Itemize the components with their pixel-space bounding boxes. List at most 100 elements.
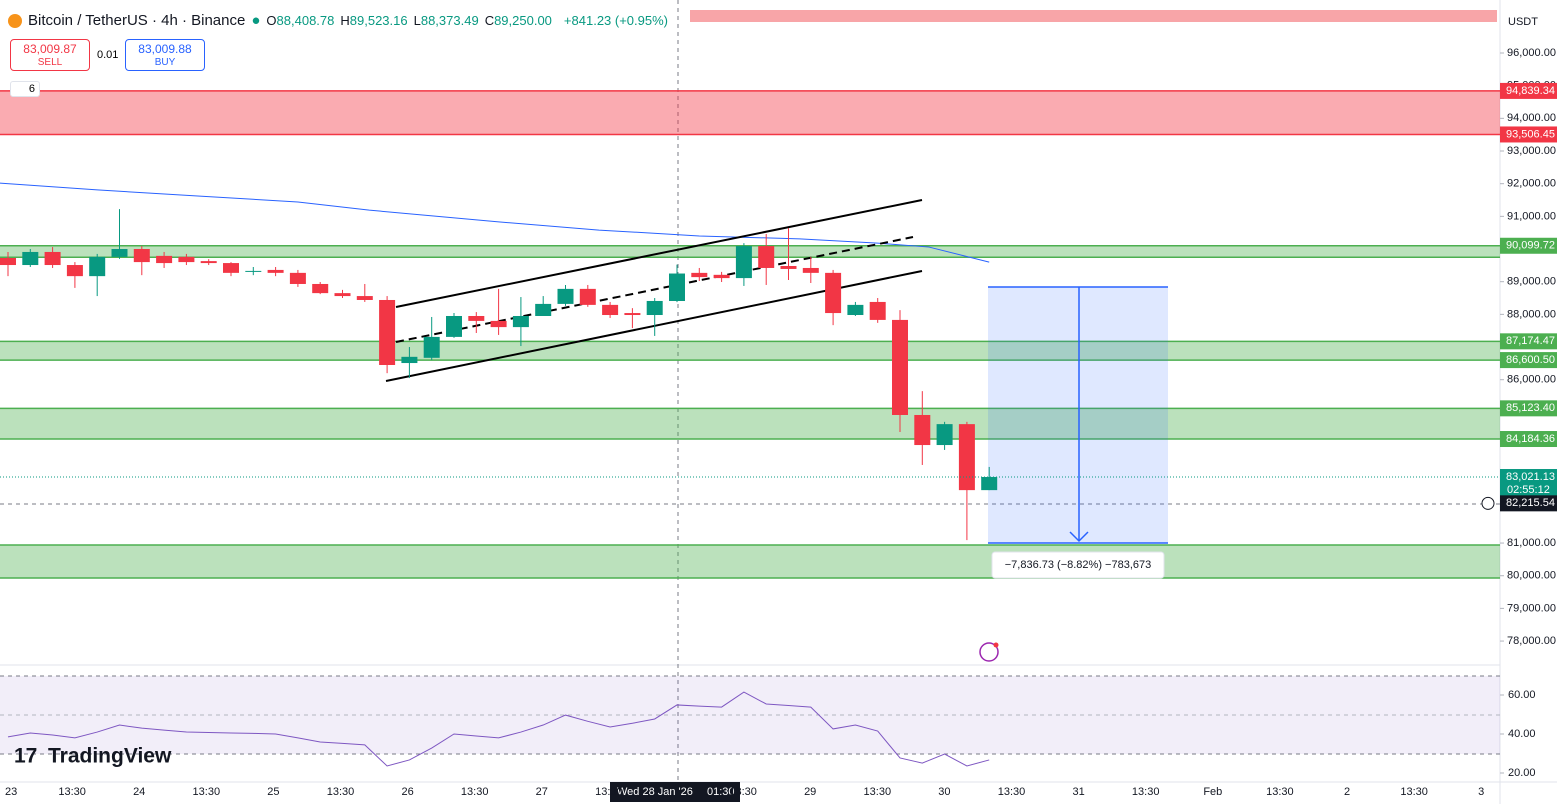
candle-body: [646, 300, 663, 316]
price-tick-label: 88,000.00: [1507, 308, 1556, 320]
zone: [0, 90, 1500, 135]
measure-label: −7,836.73 (−8.82%) −783,673: [1005, 559, 1151, 571]
candle-body: [0, 258, 16, 266]
time-label: 13:30: [461, 786, 489, 798]
price-tick-label: 81,000.00: [1507, 537, 1556, 549]
time-label: 13:30: [327, 786, 355, 798]
candle-body: [89, 256, 106, 277]
level-label: 85,123.40: [1506, 402, 1555, 414]
level-label-box: [1500, 333, 1557, 350]
candle-body: [825, 272, 842, 314]
ohlc: O88,408.78 H89,523.16 L88,373.49 C89,250.00: [266, 13, 558, 28]
candle-body: [44, 251, 61, 266]
candle-body: [914, 414, 931, 446]
time-label: 13:30: [1400, 786, 1428, 798]
brand-logo: 17: [14, 745, 37, 768]
level-label-box: [1500, 431, 1557, 448]
buy-label: BUY: [154, 57, 176, 68]
time-label: 13:30: [1266, 786, 1294, 798]
time-label: 3: [1478, 786, 1484, 798]
channel-upper: [395, 199, 923, 308]
indicator-toggle[interactable]: 6: [10, 81, 40, 97]
time-label: 29: [804, 786, 816, 798]
symbol[interactable]: Bitcoin / TetherUS · 4h · Binance: [28, 12, 246, 29]
candle-body: [624, 313, 641, 316]
level-label: 86,600.50: [1506, 354, 1555, 366]
zone: [0, 408, 1500, 440]
currency[interactable]: USDT: [1508, 16, 1538, 28]
symbol-icon: [8, 13, 22, 28]
buy-button[interactable]: 83,009.88 BUY: [125, 39, 205, 71]
moving-average: [0, 182, 990, 263]
time-label: 25: [267, 786, 279, 798]
rsi-tick-label: 20.00: [1508, 767, 1536, 779]
price-tick-label: 86,000.00: [1507, 374, 1556, 386]
ohlc-value: 88,408.78: [276, 13, 335, 28]
countdown: 02:55:12: [1507, 484, 1550, 496]
candle-body: [423, 336, 440, 358]
sell-button[interactable]: 83,009.87 SELL: [10, 39, 90, 71]
sell-label: SELL: [37, 57, 63, 68]
time-label: 26: [401, 786, 413, 798]
indicator-count: 6: [28, 83, 35, 95]
ohlc-value: 88,373.49: [420, 13, 479, 28]
candle-body: [66, 265, 83, 277]
rsi-tick-label: 60.00: [1508, 689, 1536, 701]
zone: [0, 341, 1500, 361]
time-label: 24: [133, 786, 145, 798]
crosshair-time-box: [610, 782, 740, 802]
candle-body: [401, 356, 418, 364]
candle-body: [468, 315, 485, 321]
measure-label-box: [991, 551, 1165, 579]
candle-body: [312, 283, 329, 294]
level-label-box: [1500, 400, 1557, 417]
candle-body: [669, 273, 685, 302]
candle-body: [735, 246, 752, 279]
level-label: 83,021.13: [1506, 471, 1555, 483]
ohlc-key: H: [340, 13, 350, 28]
price-tick-label: 89,000.00: [1507, 276, 1556, 288]
candle-body: [847, 304, 864, 316]
crosshair-date: Wed 28 Jan '26: [617, 786, 693, 798]
time-label: 13:30: [1132, 786, 1160, 798]
price-tick-label: 80,000.00: [1507, 570, 1556, 582]
rsi-tick-label: 40.00: [1508, 728, 1536, 740]
candle-body: [758, 246, 775, 268]
candle-body: [936, 424, 953, 446]
price-tick-label: 91,000.00: [1507, 210, 1556, 222]
add-alert-button[interactable]: [1481, 496, 1495, 510]
time-label: 30: [938, 786, 950, 798]
price-tick-label: 94,000.00: [1507, 112, 1556, 124]
candle-body: [334, 293, 351, 297]
channel-mid: [395, 236, 914, 343]
candle-body: [133, 249, 150, 263]
candle-body: [691, 272, 708, 278]
spread: 0.01: [97, 49, 119, 61]
candle-body: [178, 256, 195, 263]
time-label: 13:30: [58, 786, 86, 798]
time-label: 13:30: [193, 786, 221, 798]
candle-body: [892, 319, 908, 415]
alert-icon[interactable]: [979, 642, 999, 662]
candle-body: [111, 249, 128, 257]
header: Bitcoin / TetherUS · 4h · Binance ● O88,…: [8, 12, 668, 29]
time-label: Feb: [1203, 786, 1222, 798]
candle-body: [802, 267, 819, 273]
candle-body: [156, 255, 173, 264]
level-label: 84,184.36: [1506, 433, 1555, 445]
candle-body: [958, 424, 975, 491]
price-tick-label: 93,000.00: [1507, 145, 1556, 157]
level-label: 94,839.34: [1506, 85, 1555, 97]
candle-body: [356, 296, 373, 300]
candle-body: [602, 304, 619, 316]
level-label-box: [1500, 237, 1557, 254]
level-label-box: [1500, 495, 1557, 512]
ohlc-value: 89,523.16: [349, 13, 408, 28]
candle-body: [289, 272, 306, 284]
candle-body: [713, 274, 730, 279]
candle-body: [446, 315, 462, 337]
level-label: 82,215.54: [1506, 497, 1555, 509]
candle-body: [512, 315, 529, 328]
price-tick-label: 96,000.00: [1507, 47, 1556, 59]
